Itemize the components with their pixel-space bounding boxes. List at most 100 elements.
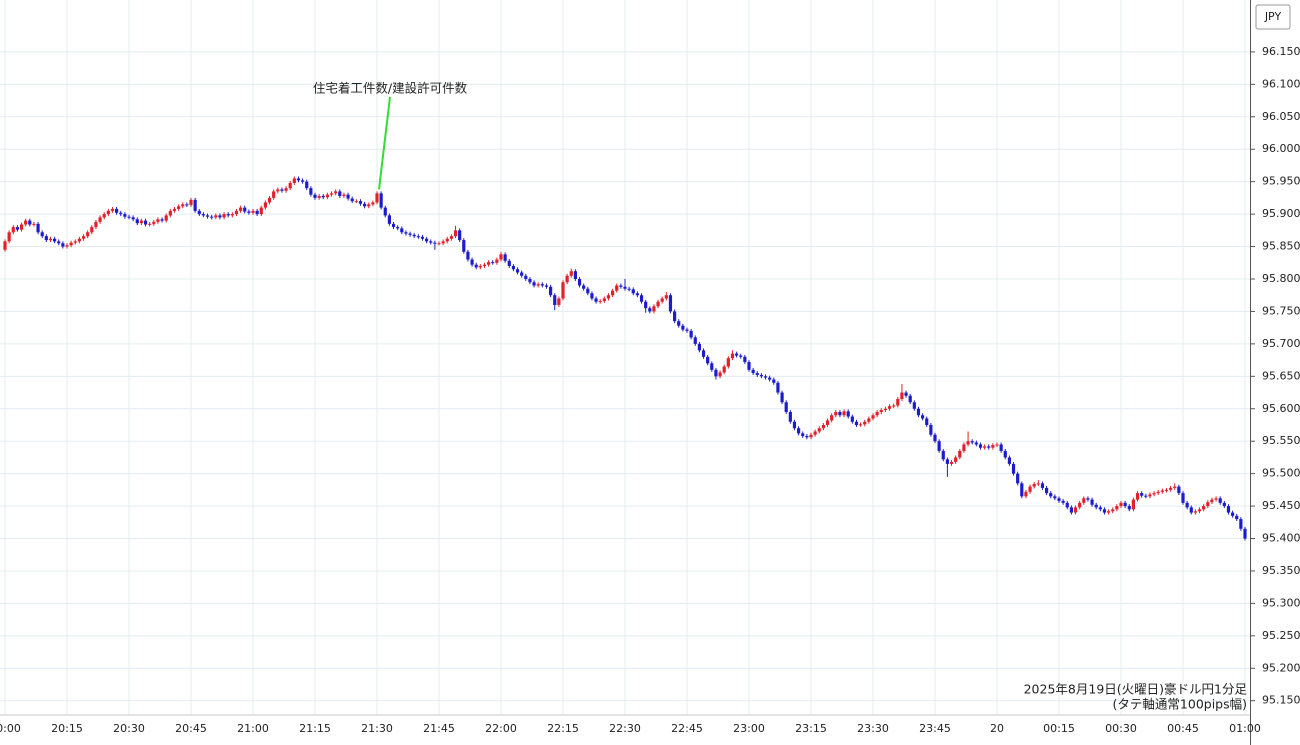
candle-body [1127, 506, 1131, 510]
annotation-line [378, 96, 391, 190]
candle-body [197, 210, 201, 215]
candle-body [524, 275, 528, 279]
candle-body [553, 295, 557, 305]
candle-body [1003, 450, 1007, 458]
candle-body [966, 441, 970, 445]
candle-body [1239, 519, 1243, 529]
candle-body [338, 191, 342, 196]
candle-body [1036, 483, 1040, 485]
candle-body [805, 436, 809, 438]
candle-body [86, 232, 90, 237]
candle-body [383, 207, 387, 216]
candle-body [697, 343, 701, 351]
candle-body [714, 369, 718, 377]
candle-body [751, 369, 755, 374]
candle-body [400, 228, 404, 233]
candle-body [871, 415, 875, 419]
candle-body [615, 285, 619, 291]
candle-body [425, 238, 429, 242]
y-tick-label: 95.150 [1262, 694, 1300, 707]
candle-body [61, 243, 65, 247]
candle-body [160, 219, 164, 221]
candle-body [1040, 483, 1045, 488]
candle-body [726, 358, 730, 367]
candle-body [135, 219, 139, 224]
candle-body [755, 373, 759, 376]
candle-body [507, 260, 511, 267]
candle-body [1053, 496, 1057, 499]
x-tick-label: 20:00 [0, 722, 21, 735]
candle-body [94, 221, 98, 228]
candle-body [739, 355, 743, 357]
candle-body [482, 264, 487, 267]
candle-body [73, 241, 77, 243]
candle-body [272, 191, 276, 198]
candle-body [1082, 498, 1086, 503]
candle-body [267, 197, 272, 203]
x-tick-label: 23:45 [919, 722, 951, 735]
candle-body [511, 266, 515, 270]
candle-body [958, 450, 962, 458]
candle-body [48, 238, 53, 241]
candle-body [243, 207, 247, 212]
candle-body [1007, 457, 1011, 464]
candle-body [792, 421, 797, 429]
candle-body [420, 236, 425, 239]
candle-body [573, 271, 577, 279]
candle-body [1164, 489, 1169, 491]
candle-body [131, 217, 135, 220]
candle-body [983, 446, 987, 448]
candle-body [189, 199, 193, 206]
y-tick-label: 95.200 [1262, 661, 1300, 674]
x-tick-label: 22:45 [671, 722, 703, 735]
candle-body [710, 363, 714, 370]
candle-body [1222, 502, 1226, 507]
y-tick-label: 95.300 [1262, 596, 1300, 609]
candle-body [449, 236, 453, 239]
y-tick-label: 96.050 [1262, 110, 1300, 123]
candle-body [850, 416, 854, 422]
candle-body [821, 424, 825, 429]
candle-body [689, 330, 693, 338]
candle-body [1140, 493, 1144, 496]
candle-body [474, 264, 478, 268]
candle-body [1206, 502, 1210, 507]
candle-body [933, 434, 937, 442]
candle-body [598, 301, 602, 303]
candle-body [251, 210, 255, 213]
candle-body [561, 282, 565, 299]
candle-body [1024, 491, 1028, 497]
candle-body [978, 444, 983, 448]
candle-body [892, 405, 896, 407]
candle-body [701, 350, 706, 357]
y-tick-label: 95.800 [1262, 272, 1300, 285]
candle-body [565, 275, 569, 283]
candle-body [801, 433, 805, 437]
candle-body [239, 207, 243, 211]
candle-body [611, 290, 615, 296]
candle-body [313, 194, 317, 198]
x-tick-label: 20:45 [175, 722, 207, 735]
candle-body [577, 278, 582, 286]
candle-body [115, 208, 119, 213]
x-tick-label: 22:30 [609, 722, 641, 735]
candle-body [582, 285, 586, 289]
candle-body [883, 408, 887, 411]
candle-body [830, 415, 834, 421]
candle-body [1098, 507, 1102, 510]
y-tick-label: 95.400 [1262, 532, 1300, 545]
candle-body [478, 266, 482, 268]
candle-body [863, 421, 867, 425]
candle-body [1020, 483, 1024, 497]
candle-body [776, 382, 780, 393]
candle-body [1049, 493, 1053, 497]
candle-body [1123, 502, 1127, 507]
candle-body [462, 240, 466, 252]
candle-body [32, 223, 36, 225]
candle-body [408, 233, 412, 235]
candle-body [412, 234, 416, 237]
y-tick-label: 96.100 [1262, 77, 1300, 90]
y-tick-label: 95.600 [1262, 402, 1300, 415]
candle-body [1032, 484, 1036, 487]
candle-body [668, 295, 673, 312]
